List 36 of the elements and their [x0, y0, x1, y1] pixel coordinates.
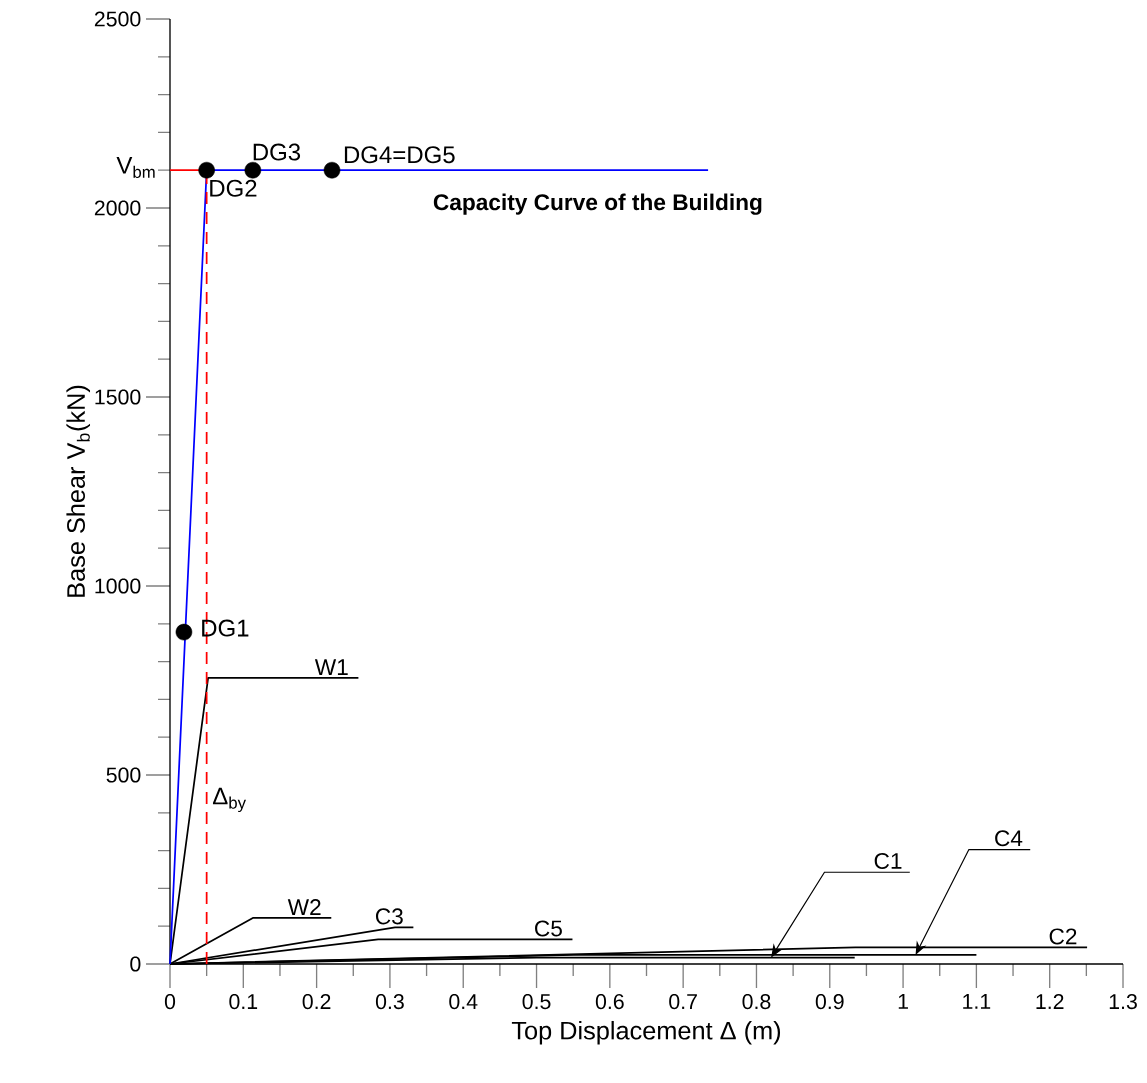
series-label: C2	[1049, 928, 1077, 945]
x-tick-label: 1.2	[1036, 994, 1064, 1009]
annotation: DG1	[202, 619, 249, 637]
x-tick-label: 0.6	[595, 994, 624, 1010]
annotation: V$_{bm}$	[116, 157, 155, 178]
x-tick-label: 0.7	[669, 994, 697, 1010]
y-tick-label: 2500	[94, 11, 141, 27]
x-tick-label: 0.1	[229, 994, 258, 1010]
y-axis-title: Base Shear V$_{b}$(kN)	[66, 385, 91, 597]
series-label: W2	[287, 899, 321, 915]
annotation: DG2	[210, 179, 257, 197]
y-tick-label: 1000	[95, 578, 141, 594]
series-label: C3	[375, 908, 403, 925]
x-tick-label: 0.9	[815, 994, 844, 1010]
x-tick-label: 0.4	[449, 994, 478, 1010]
x-tick-label: 1.1	[963, 994, 991, 1009]
x-tick-label: 1.3	[1109, 994, 1137, 1010]
series-label: W1	[314, 659, 348, 675]
series-label: C5	[535, 920, 562, 937]
annotation: C4	[995, 830, 1023, 847]
y-tick-label: 2000	[94, 200, 141, 216]
y-tick-label: 0	[130, 956, 141, 972]
x-axis-title: Top Displacement Δ (m)	[511, 1020, 781, 1045]
x-tick-label: 0	[164, 994, 176, 1010]
annotation: Capacity Curve of the Building	[433, 193, 762, 215]
x-tick-label: 0.5	[522, 994, 551, 1010]
annotation: DG4=DG5	[344, 146, 455, 164]
annotation: Δ$_{by}$	[212, 787, 246, 813]
x-tick-label: 0.3	[375, 994, 404, 1010]
y-tick-label: 1500	[95, 389, 141, 405]
x-tick-label: 0.8	[742, 994, 771, 1010]
x-tick-label: 1	[898, 994, 908, 1009]
annotation: DG3	[253, 143, 301, 161]
y-tick-label: 500	[106, 767, 141, 783]
x-tick-label: 0.2	[302, 994, 331, 1010]
annotation: C1	[874, 852, 902, 869]
